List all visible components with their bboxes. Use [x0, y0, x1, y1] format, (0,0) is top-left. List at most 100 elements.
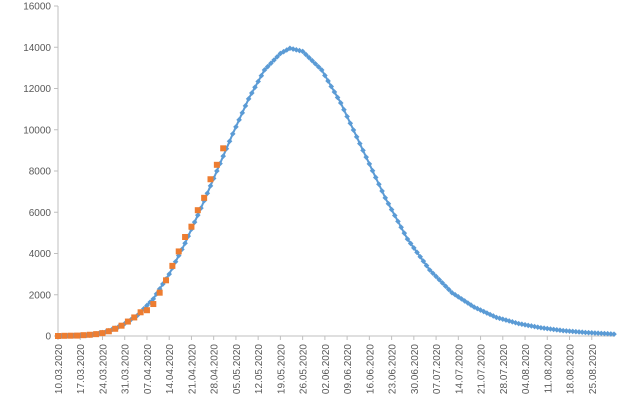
blue-series-point	[458, 296, 465, 302]
blue-series-point	[337, 100, 344, 106]
orange-series-point	[201, 194, 208, 201]
blue-series-point	[182, 240, 188, 246]
blue-series-point	[528, 323, 535, 329]
y-tick-label: 8000	[29, 167, 52, 178]
blue-series-point	[573, 328, 579, 335]
blue-series-point	[175, 252, 182, 259]
x-tick-label: 30.06.2020	[410, 344, 421, 394]
blue-series-point	[391, 212, 398, 219]
x-tick-label: 21.04.2020	[187, 344, 198, 394]
y-tick-label: 16000	[23, 2, 51, 13]
blue-series-point	[350, 127, 357, 133]
orange-series-point	[188, 223, 195, 230]
blue-series-point	[388, 206, 395, 213]
blue-series-point	[268, 60, 274, 67]
blue-series-point	[287, 45, 293, 52]
blue-series-point	[331, 89, 338, 95]
blue-series-point	[239, 110, 246, 116]
blue-series-point	[166, 271, 172, 277]
blue-series-point	[360, 147, 366, 154]
blue-series-point	[566, 328, 573, 334]
x-tick-label: 05.05.2020	[232, 344, 243, 394]
blue-series-point	[423, 262, 430, 269]
orange-series-point	[86, 331, 93, 338]
blue-series-point	[439, 280, 446, 286]
blue-series-point	[258, 72, 265, 79]
x-axis: 10.03.2020 17.03.2020 24.03.2020 31.03.2020…	[54, 335, 614, 394]
blue-series-point	[512, 319, 519, 326]
orange-series-point	[118, 322, 125, 329]
blue-series-point	[242, 103, 249, 109]
orange-series-point	[67, 332, 74, 339]
orange-series-point	[112, 325, 119, 332]
blue-series-point	[563, 328, 570, 334]
blue-series-point	[376, 181, 382, 188]
blue-series-point	[404, 236, 411, 242]
blue-series-point	[452, 291, 458, 298]
blue-series-point	[229, 131, 236, 137]
blue-series-point	[315, 64, 322, 70]
blue-series-point	[194, 212, 201, 218]
y-tick-label: 10000	[23, 125, 51, 136]
orange-series-point	[182, 234, 189, 240]
blue-series-point	[328, 83, 335, 90]
orange-series-point	[207, 176, 214, 183]
blue-series-point	[442, 283, 449, 290]
blue-series-point	[325, 78, 331, 84]
blue-series-point	[579, 329, 586, 336]
orange-series-point	[80, 332, 87, 339]
blue-series-point	[500, 316, 506, 323]
blue-series-point	[144, 302, 150, 309]
blue-series-point	[582, 329, 589, 336]
blue-series-point	[185, 233, 192, 239]
blue-series-point	[261, 67, 268, 73]
blue-series-point	[299, 48, 306, 55]
blue-series-point	[401, 230, 408, 236]
blue-series-point	[290, 46, 296, 52]
blue-series-point	[385, 200, 392, 207]
blue-series-point	[347, 120, 354, 127]
blue-series-point	[550, 326, 557, 333]
blue-series-point	[214, 168, 220, 174]
blue-series-point	[233, 124, 239, 130]
orange-series-point	[163, 277, 170, 284]
orange-series-point	[105, 328, 112, 335]
orange-series-point	[124, 318, 131, 325]
y-tick-label: 14000	[23, 43, 51, 54]
blue-series-point	[592, 330, 598, 336]
blue-series-point	[595, 330, 601, 337]
blue-series-point	[207, 183, 214, 189]
blue-series-point	[604, 330, 611, 337]
blue-series-point	[366, 161, 373, 167]
orange-series-point	[131, 314, 138, 321]
blue-series-point	[430, 270, 436, 277]
y-axis: 0 2000 4000 6000 8000 10000 12000 14000 16000	[23, 2, 59, 343]
blue-series-point	[277, 50, 284, 57]
x-tick-label: 26.05.2020	[299, 344, 310, 394]
x-tick-label: 04.08.2020	[521, 344, 532, 394]
blue-series-point	[204, 190, 211, 197]
x-tick-label: 19.05.2020	[276, 344, 287, 394]
x-tick-label: 16.06.2020	[365, 344, 376, 394]
orange-series-point	[61, 332, 68, 339]
x-tick-label: 07.07.2020	[432, 344, 443, 394]
blue-series-point	[353, 134, 360, 140]
blue-series-point	[191, 219, 198, 225]
orange-series-point	[93, 331, 100, 338]
blue-series-point	[506, 318, 512, 324]
blue-series-point	[576, 329, 582, 335]
blue-series-point	[487, 311, 493, 318]
blue-series-point	[172, 258, 179, 265]
x-tick-label: 31.03.2020	[121, 344, 132, 394]
orange-series-point	[169, 262, 176, 269]
x-tick-label: 02.06.2020	[321, 344, 332, 394]
blue-series-point	[283, 47, 290, 53]
blue-series-point	[585, 329, 592, 336]
blue-series-point	[608, 331, 614, 337]
blue-series-point	[334, 94, 341, 101]
blue-series-point	[468, 302, 474, 308]
blue-series-point	[547, 326, 554, 332]
x-tick-label: 11.08.2020	[543, 344, 554, 394]
